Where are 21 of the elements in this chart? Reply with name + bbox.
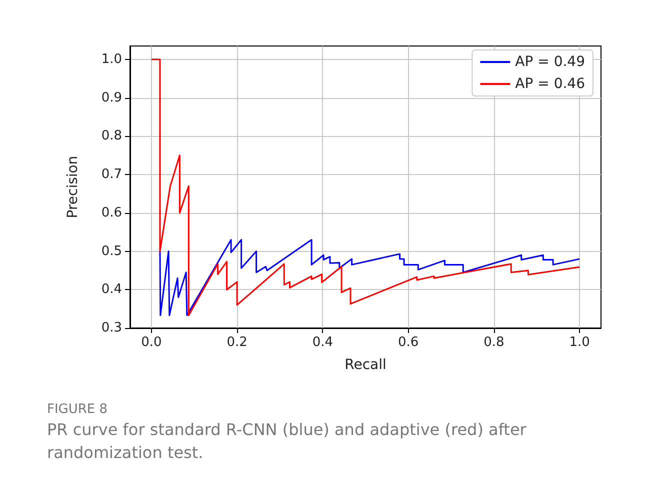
y-tick-label: 0.8 (101, 128, 122, 144)
y-tick-label: 0.6 (101, 205, 122, 220)
y-tick-label: 0.9 (101, 90, 122, 106)
legend-label: AP = 0.49 (515, 54, 586, 70)
legend-label: AP = 0.46 (515, 76, 586, 92)
y-tick-label: 1.0 (101, 52, 122, 67)
x-tick-label: 1.0 (569, 335, 590, 350)
y-axis-title: Precision (65, 156, 81, 218)
x-tick-label: 0.4 (312, 335, 334, 350)
caption: FIGURE 8 (47, 402, 108, 417)
y-tick-label: 0.5 (101, 244, 122, 259)
y-tick-label: 0.3 (101, 320, 122, 336)
x-tick-label: 0.2 (226, 335, 248, 350)
line-series (159, 239, 580, 316)
y-tick-label: 0.7 (101, 167, 122, 182)
x-axis-title: Recall (344, 357, 386, 373)
x-tick-label: 0.6 (398, 335, 419, 350)
y-tick-label: 0.4 (101, 282, 122, 298)
x-tick-label: 0.8 (484, 335, 504, 350)
text: PR curve for standard R-CNN (blue) and adaptive (red) after randomization test. (47, 420, 532, 462)
x-tick-label: 0.0 (141, 335, 162, 350)
